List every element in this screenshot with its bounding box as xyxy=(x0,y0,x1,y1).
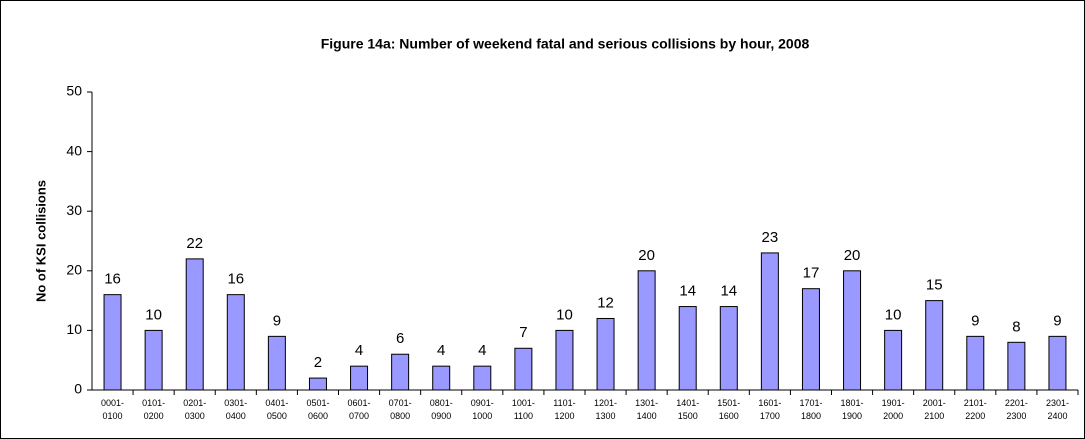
bar xyxy=(925,300,944,391)
data-label: 20 xyxy=(844,247,861,264)
x-tick-label: 1401-1500 xyxy=(676,398,699,421)
bar xyxy=(760,252,779,391)
x-tick-label: 2101-2200 xyxy=(964,398,987,421)
x-tick-label: 0101-0200 xyxy=(142,398,165,421)
data-label: 10 xyxy=(556,306,573,323)
y-tick-label: 20 xyxy=(66,262,82,278)
bar xyxy=(267,335,286,391)
data-label: 9 xyxy=(273,312,281,329)
x-tick-label: 2301-2400 xyxy=(1046,398,1069,421)
bar xyxy=(596,317,615,391)
data-label: 2 xyxy=(314,354,322,371)
bar xyxy=(555,329,574,391)
bar xyxy=(473,365,492,391)
data-label: 4 xyxy=(437,342,445,359)
data-label: 16 xyxy=(227,271,244,288)
x-tick-label: 1101-1200 xyxy=(553,398,575,421)
x-tick-label: 1501-1600 xyxy=(717,398,740,421)
bar xyxy=(637,270,656,391)
x-tick-label: 0201-0300 xyxy=(183,398,206,421)
data-label: 10 xyxy=(885,306,902,323)
y-tick-label: 0 xyxy=(74,381,82,397)
x-tick-label: 0501-0600 xyxy=(306,398,329,421)
x-tick-label: 0901-1000 xyxy=(471,398,494,421)
data-label: 9 xyxy=(971,312,979,329)
data-label: 4 xyxy=(478,342,486,359)
data-label: 4 xyxy=(355,342,363,359)
x-tick-label: 1601-1700 xyxy=(758,398,781,421)
x-tick-label: 0701-0800 xyxy=(389,398,412,421)
bar xyxy=(391,353,410,391)
bar xyxy=(432,365,451,391)
data-label: 9 xyxy=(1053,312,1061,329)
data-label: 17 xyxy=(803,265,820,282)
bar xyxy=(226,294,245,391)
x-tick-label: 0801-0900 xyxy=(430,398,453,421)
x-tick-label: 1801-1900 xyxy=(841,398,864,421)
x-tick-label: 1901-2000 xyxy=(882,398,905,421)
data-label: 23 xyxy=(762,229,779,246)
data-label: 8 xyxy=(1012,318,1020,335)
data-label: 6 xyxy=(396,330,404,347)
x-tick-label: 0401-0500 xyxy=(265,398,288,421)
y-tick-label: 40 xyxy=(66,142,82,158)
bar xyxy=(308,377,327,391)
x-tick-label: 1201-1300 xyxy=(594,398,617,421)
data-label: 16 xyxy=(104,271,121,288)
data-label: 14 xyxy=(679,283,696,300)
bar xyxy=(843,270,862,391)
bar xyxy=(678,306,697,391)
data-label: 20 xyxy=(638,247,655,264)
x-tick-label: 1001-1100 xyxy=(512,398,535,421)
x-tick-label: 1701-1800 xyxy=(799,398,822,421)
data-label: 15 xyxy=(926,277,943,294)
bar xyxy=(185,258,204,391)
bar xyxy=(1007,341,1026,391)
y-axis-label: No of KSI collisions xyxy=(33,180,48,302)
bar xyxy=(719,306,738,391)
y-tick-label: 50 xyxy=(66,83,82,99)
bar xyxy=(350,365,369,391)
x-tick-label: 0001-0100 xyxy=(101,398,124,421)
chart-title: Figure 14a: Number of weekend fatal and … xyxy=(321,36,810,52)
bar xyxy=(1048,335,1067,391)
x-tick-label: 2001-2100 xyxy=(923,398,946,421)
bar xyxy=(801,288,820,391)
bar xyxy=(514,347,533,391)
x-tick-label: 2201-2300 xyxy=(1005,398,1028,421)
x-tick-label: 1301-1400 xyxy=(635,398,658,421)
data-label: 10 xyxy=(145,306,162,323)
x-tick-label: 0601-0700 xyxy=(348,398,371,421)
data-label: 12 xyxy=(597,294,614,311)
y-tick-label: 30 xyxy=(66,202,82,218)
data-label: 22 xyxy=(186,235,203,252)
data-label: 7 xyxy=(519,324,527,341)
bar xyxy=(144,329,163,391)
x-tick-label: 0301-0400 xyxy=(224,398,247,421)
y-tick-label: 10 xyxy=(66,321,82,337)
bar xyxy=(884,329,903,391)
bar xyxy=(966,335,985,391)
data-label: 14 xyxy=(720,283,737,300)
bar xyxy=(103,294,122,391)
